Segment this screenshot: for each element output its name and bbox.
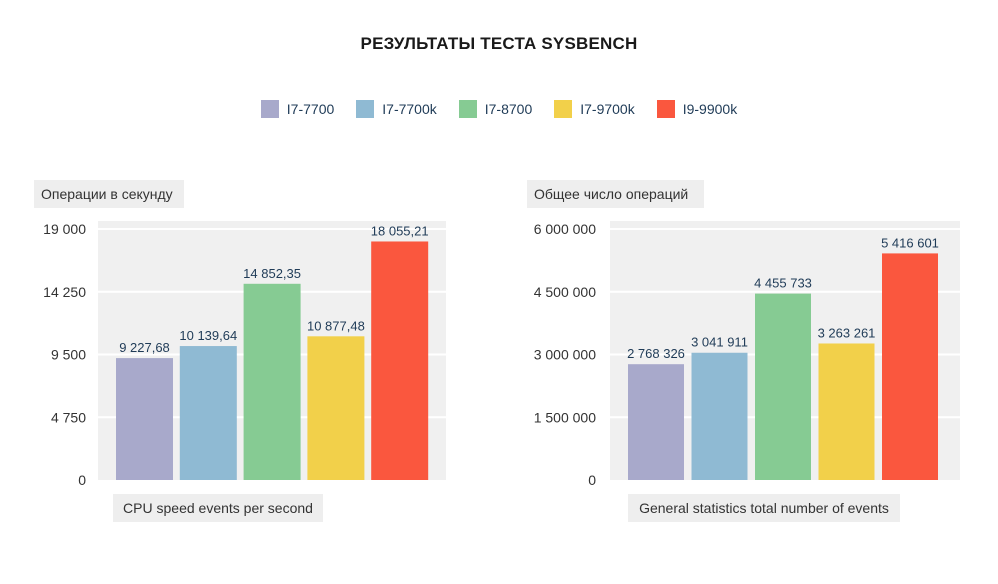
y-tick-label: 3 000 000 [534, 347, 596, 363]
bar [628, 364, 684, 480]
bar-value-label: 3 263 261 [818, 325, 876, 340]
y-tick-label: 19 000 [43, 221, 86, 237]
bar [371, 241, 429, 480]
y-tick-label: 4 750 [51, 409, 86, 425]
bar-value-label: 14 852,35 [243, 266, 301, 281]
plot-background [610, 221, 960, 480]
legend-item[interactable]: I7-7700 [260, 100, 335, 118]
legend-swatch [656, 100, 675, 118]
bar [307, 336, 365, 480]
bar [818, 343, 875, 480]
legend-label: I7-7700 [286, 101, 335, 117]
legend-swatch [554, 100, 573, 118]
bar-value-label: 2 768 326 [627, 346, 685, 361]
legend-label: I7-7700k [382, 101, 437, 117]
bar [179, 346, 237, 480]
y-tick-label: 14 250 [43, 284, 86, 300]
bar-value-label: 10 877,48 [307, 318, 365, 333]
legend-swatch [356, 100, 375, 118]
legend: I7-7700 I7-7700k I7-8700 I7-9700k I9-990… [0, 100, 998, 118]
bar [116, 358, 173, 480]
y-tick-label: 4 500 000 [534, 284, 596, 300]
bar-value-label: 4 455 733 [754, 276, 812, 291]
y-tick-label: 0 [588, 472, 596, 488]
legend-label: I7-8700 [484, 101, 533, 117]
legend-item[interactable]: I7-7700k [356, 100, 437, 118]
bar-value-label: 9 227,68 [119, 340, 170, 355]
y-axis-label-box [34, 180, 184, 208]
legend-item[interactable]: I7-9700k [554, 100, 635, 118]
legend-item[interactable]: I9-9900k [656, 100, 738, 118]
y-tick-label: 9 500 [51, 347, 86, 363]
legend-swatch [458, 100, 477, 118]
bar [691, 352, 748, 480]
y-tick-label: 0 [78, 472, 86, 488]
bar-value-label: 18 055,21 [371, 223, 429, 238]
bar [882, 253, 938, 480]
bar-value-label: 3 041 911 [691, 335, 748, 350]
legend-label: I9-9900k [682, 101, 738, 117]
y-axis-label: Общее число операций [534, 186, 688, 202]
x-axis-label-box [113, 494, 323, 522]
bar [755, 293, 811, 480]
bar [243, 283, 301, 480]
y-tick-label: 1 500 000 [534, 409, 596, 425]
x-axis-label: General statistics total number of event… [639, 500, 889, 516]
bar-value-label: 10 139,64 [179, 328, 237, 343]
chart-title: РЕЗУЛЬТАТЫ ТЕСТА SYSBENCH [360, 34, 638, 53]
legend-swatch [260, 100, 279, 118]
y-tick-label: 6 000 000 [534, 221, 596, 237]
legend-item[interactable]: I7-8700 [458, 100, 533, 118]
plot-background [98, 221, 446, 480]
x-axis-label-box [628, 494, 900, 522]
legend-label: I7-9700k [580, 101, 635, 117]
y-axis-label: Операции в секунду [41, 186, 173, 202]
bar-value-label: 5 416 601 [881, 235, 939, 250]
y-axis-label-box [527, 180, 704, 208]
x-axis-label: CPU speed events per second [123, 500, 313, 516]
